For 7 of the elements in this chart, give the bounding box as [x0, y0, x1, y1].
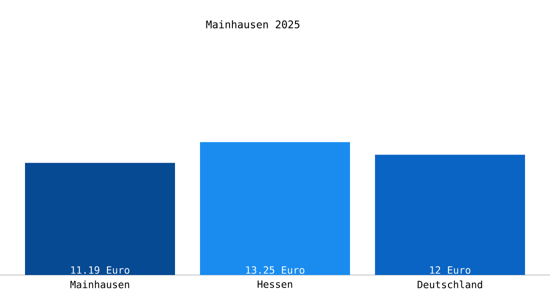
x-tick-label: Mainhausen — [70, 280, 130, 288]
data-label: 12 Euro — [430, 266, 470, 274]
x-tick-label: Hessen — [258, 280, 292, 288]
data-label: 13.25 Euro — [246, 266, 304, 274]
data-label: 11.19 Euro — [71, 266, 130, 274]
chart-title: Mainhausen 2025 — [206, 20, 300, 28]
x-tick-label: Deutschland — [418, 280, 482, 288]
